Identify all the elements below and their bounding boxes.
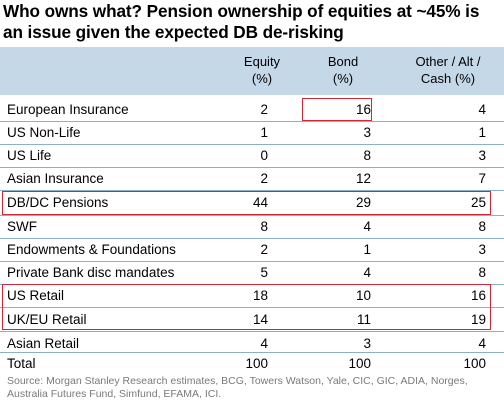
header-other: Other / Alt / Cash (%) — [396, 53, 500, 87]
other-value: 25 — [470, 195, 486, 210]
other-value: 3 — [478, 148, 486, 163]
table-row: Asian Insurance 2 12 7 — [0, 168, 504, 191]
source-note: Source: Morgan Stanley Research estimate… — [7, 375, 468, 400]
equity-value: 2 — [260, 102, 268, 117]
table-row: US Retail 18 10 16 — [0, 285, 504, 308]
highlight-pensions-row — [2, 191, 491, 215]
bond-value: 100 — [348, 356, 371, 371]
row-divider — [0, 238, 504, 239]
row-label: SWF — [7, 219, 37, 234]
header-equity: Equity (%) — [232, 53, 292, 87]
chart-title: Who owns what? Pension ownership of equi… — [3, 1, 480, 42]
header-equity-line2: (%) — [251, 71, 273, 86]
row-divider — [0, 307, 504, 308]
highlight-bond-european-insurance — [302, 98, 372, 121]
bond-value: 4 — [363, 265, 371, 280]
row-divider — [0, 167, 504, 168]
equity-value: 0 — [260, 148, 268, 163]
table-row: US Life 0 8 3 — [0, 145, 504, 168]
equity-value: 4 — [260, 336, 268, 351]
equity-value: 2 — [260, 171, 268, 186]
table-header — [0, 47, 504, 95]
table-row: Private Bank disc mandates 5 4 8 — [0, 262, 504, 285]
header-other-line1: Other / Alt / — [415, 54, 481, 69]
row-divider — [0, 121, 504, 122]
bond-value: 12 — [355, 171, 371, 186]
header-bond-line1: Bond — [327, 54, 359, 69]
row-label: European Insurance — [7, 102, 129, 117]
bond-value: 4 — [363, 219, 371, 234]
equity-value: 1 — [260, 125, 268, 140]
equity-value: 5 — [260, 265, 268, 280]
header-bond-line2: (%) — [332, 71, 354, 86]
other-value: 1 — [478, 125, 486, 140]
row-label: Endowments & Foundations — [7, 242, 176, 257]
other-value: 4 — [478, 102, 486, 117]
bond-value: 1 — [363, 242, 371, 257]
other-value: 16 — [470, 288, 486, 303]
equity-value: 14 — [252, 312, 268, 327]
row-divider — [0, 190, 504, 191]
row-label: Private Bank disc mandates — [7, 265, 175, 280]
row-divider — [0, 261, 504, 262]
bond-value: 29 — [355, 195, 371, 210]
equity-value: 44 — [252, 195, 268, 210]
bond-value: 11 — [356, 312, 371, 327]
row-label: Total — [7, 356, 36, 371]
table-row: Asian Retail 4 3 4 — [0, 333, 504, 356]
row-divider — [0, 352, 504, 353]
other-value: 100 — [463, 356, 486, 371]
header-other-line2: Cash (%) — [420, 71, 476, 86]
bond-value: 16 — [355, 102, 371, 117]
other-value: 19 — [470, 312, 486, 327]
table-row: Endowments & Foundations 2 1 3 — [0, 239, 504, 262]
row-label: Asian Insurance — [7, 171, 104, 186]
other-value: 4 — [478, 336, 486, 351]
row-label: US Non-Life — [7, 125, 81, 140]
table-row: Total 100 100 100 — [0, 353, 504, 376]
row-label: UK/EU Retail — [7, 312, 87, 327]
table-row: European Insurance 2 16 4 — [0, 99, 504, 122]
other-value: 8 — [478, 265, 486, 280]
bond-value: 3 — [363, 336, 371, 351]
bond-value: 10 — [355, 288, 371, 303]
table-row: SWF 8 4 8 — [0, 216, 504, 239]
table-row: US Non-Life 1 3 1 — [0, 122, 504, 145]
equity-value: 8 — [260, 219, 268, 234]
row-divider — [0, 215, 504, 216]
row-divider — [0, 331, 504, 332]
other-value: 7 — [478, 171, 486, 186]
bond-value: 3 — [363, 125, 371, 140]
row-label: Asian Retail — [7, 336, 80, 351]
equity-value: 2 — [260, 242, 268, 257]
table-row: UK/EU Retail 14 11 19 — [0, 309, 504, 332]
equity-value: 18 — [252, 288, 268, 303]
header-equity-line1: Equity — [243, 54, 281, 69]
bond-value: 8 — [363, 148, 371, 163]
highlight-retail-rows — [2, 284, 491, 330]
other-value: 3 — [478, 242, 486, 257]
row-label: US Retail — [7, 288, 65, 303]
other-value: 8 — [478, 219, 486, 234]
row-label: US Life — [7, 148, 52, 163]
row-label: DB/DC Pensions — [7, 195, 109, 210]
table-row: DB/DC Pensions 44 29 25 — [0, 192, 504, 215]
equity-value: 100 — [245, 356, 268, 371]
row-divider — [0, 144, 504, 145]
header-bond: Bond (%) — [302, 53, 384, 87]
